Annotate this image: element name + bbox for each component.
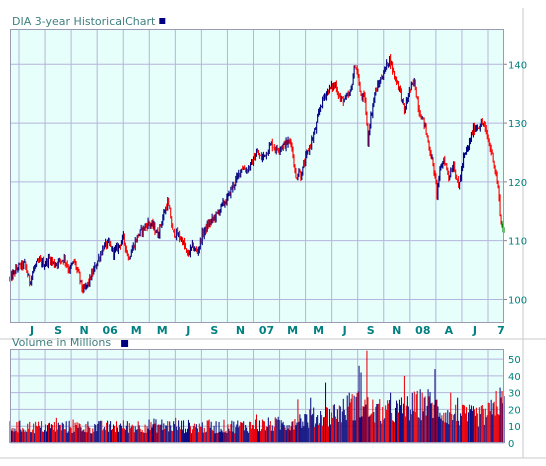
y-tick-label: 140 <box>508 60 527 71</box>
x-tick-label: N <box>80 324 89 337</box>
y-tick-label: 120 <box>508 178 527 189</box>
x-tick-label: S <box>210 324 218 337</box>
price-plot-background <box>10 29 504 323</box>
x-tick-label: 07 <box>259 324 274 337</box>
volume-y-tick-label: 40 <box>508 372 521 383</box>
volume-y-tick-label: 20 <box>508 405 521 416</box>
volume-chart-title: Volume in Millions <box>12 336 111 349</box>
x-tick-label: J <box>472 324 477 337</box>
x-tick-label: 06 <box>103 324 119 337</box>
x-tick-label: N <box>236 324 245 337</box>
volume-y-tick-label: 10 <box>508 422 521 433</box>
x-tick-label: S <box>367 324 375 337</box>
y-tick-label: 130 <box>508 119 527 130</box>
x-tick-label: A <box>445 324 454 337</box>
volume-plot-frame <box>10 349 504 443</box>
volume-y-tick-label: 0 <box>508 439 514 450</box>
x-tick-label: M <box>287 324 298 337</box>
price-title-marker-icon <box>159 18 166 24</box>
x-tick-label: S <box>54 324 62 337</box>
price-chart-title: DIA 3-year HistoricalChart <box>12 15 156 28</box>
volume-title-marker-icon <box>121 340 129 347</box>
x-tick-label: J <box>185 324 190 337</box>
x-tick-label: 7 <box>497 324 505 337</box>
price-plot-frame <box>10 29 504 323</box>
x-tick-label: M <box>131 324 142 337</box>
x-tick-label: J <box>29 324 34 337</box>
x-tick-label: M <box>313 324 324 337</box>
volume-y-tick-label: 30 <box>508 389 521 400</box>
x-tick-label: N <box>392 324 401 337</box>
x-tick-label: J <box>342 324 347 337</box>
y-tick-label: 100 <box>508 295 527 306</box>
x-tick-label: M <box>157 324 168 337</box>
y-tick-label: 110 <box>508 237 527 248</box>
volume-y-tick-label: 50 <box>508 355 521 366</box>
x-tick-label: 08 <box>415 324 430 337</box>
